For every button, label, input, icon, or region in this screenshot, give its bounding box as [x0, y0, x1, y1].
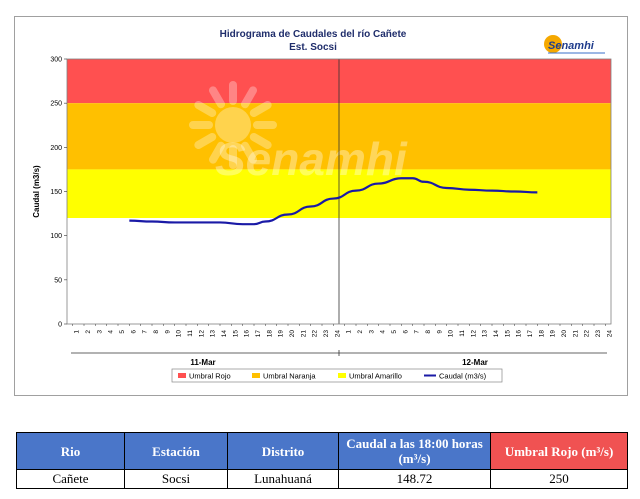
chart-canvas: Hidrograma de Caudales del río Cañete Es… — [32, 29, 613, 383]
x-tick-label: 6 — [402, 330, 409, 334]
station-info-table: Rio Estación Distrito Caudal a las 18:00… — [16, 432, 628, 489]
legend-swatch-2 — [338, 373, 346, 378]
x-tick-label: 6 — [130, 330, 137, 334]
x-tick-label: 21 — [572, 330, 579, 338]
hydrograph-chart: Hidrograma de Caudales del río Cañete Es… — [14, 16, 628, 396]
y-tick-label: 300 — [50, 57, 62, 64]
watermark-ray — [249, 133, 272, 149]
header-estacion: Estación — [124, 432, 228, 470]
x-tick-label: 16 — [516, 330, 523, 338]
y-tick-label: 100 — [50, 233, 62, 240]
x-tick-label: 14 — [493, 330, 500, 338]
x-tick-label: 7 — [414, 330, 421, 334]
x-tick-label: 7 — [142, 330, 149, 334]
x-tick-label: 22 — [584, 330, 591, 338]
legend-swatch-0 — [178, 373, 186, 378]
header-caudal: Caudal a las 18:00 horas (m³/s) — [338, 432, 491, 470]
x-tick-label: 14 — [221, 330, 228, 338]
day-label-0: 11-Mar — [190, 358, 215, 367]
x-tick-label: 22 — [312, 330, 319, 338]
table-header-row: Rio Estación Distrito Caudal a las 18:00… — [16, 432, 628, 470]
x-tick-label: 2 — [85, 330, 92, 334]
x-tick-label: 24 — [334, 330, 341, 338]
watermark-ray — [209, 86, 225, 109]
logo-sun-icon — [544, 35, 562, 53]
x-tick-label: 18 — [266, 330, 273, 338]
watermark-ray — [194, 133, 217, 149]
x-tick-label: 19 — [278, 330, 285, 338]
watermark: Senamhi — [189, 81, 408, 185]
header-rio: Rio — [16, 432, 125, 470]
x-tick-label: 5 — [119, 330, 126, 334]
x-tick-label: 3 — [368, 330, 375, 334]
chart-title: Hidrograma de Caudales del río Cañete — [220, 29, 407, 40]
y-axis-label: Caudal (m3/s) — [32, 165, 41, 218]
y-tick-label: 150 — [50, 189, 62, 196]
x-tick-label: 1 — [74, 330, 81, 334]
x-tick-label: 4 — [108, 330, 115, 334]
x-tick-label: 17 — [527, 330, 534, 338]
header-distrito: Distrito — [227, 432, 339, 470]
x-tick-label: 13 — [210, 330, 217, 338]
header-umbral-rojo: Umbral Rojo (m³/s) — [490, 432, 628, 470]
y-tick-label: 0 — [58, 322, 62, 329]
y-tick-label: 250 — [50, 101, 62, 108]
x-tick-label: 18 — [538, 330, 545, 338]
y-tick-label: 200 — [50, 145, 62, 152]
watermark-text: Senamhi — [215, 133, 408, 185]
x-tick-label: 10 — [176, 330, 183, 338]
legend-box — [171, 368, 503, 383]
x-tick-label: 4 — [380, 330, 387, 334]
x-tick-label: 11 — [187, 330, 194, 337]
chart-subtitle: Est. Socsi — [289, 42, 337, 53]
watermark-ray — [249, 101, 272, 117]
cell-caudal: 148.72 — [338, 469, 491, 489]
x-tick-label: 13 — [482, 330, 489, 338]
legend-label-series: Caudal (m3/s) — [439, 372, 487, 381]
x-tick-label: 12 — [470, 330, 477, 338]
x-tick-label: 1 — [346, 330, 353, 334]
senamhi-logo: Senamhi — [544, 35, 605, 54]
x-tick-label: 19 — [550, 330, 557, 338]
cell-estacion: Socsi — [124, 469, 228, 489]
x-tick-label: 20 — [289, 330, 296, 338]
x-tick-label: 9 — [164, 330, 171, 334]
x-tick-label: 20 — [561, 330, 568, 338]
x-tick-label: 9 — [436, 330, 443, 334]
watermark-ray — [209, 141, 225, 164]
y-tick-label: 50 — [54, 277, 62, 284]
x-tick-label: 5 — [391, 330, 398, 334]
cell-rio: Cañete — [16, 469, 125, 489]
x-tick-label: 15 — [504, 330, 511, 338]
watermark-ray — [241, 141, 257, 164]
x-tick-label: 24 — [606, 330, 613, 338]
x-tick-label: 17 — [255, 330, 262, 338]
x-tick-label: 23 — [595, 330, 602, 338]
legend-label-1: Umbral Naranja — [263, 372, 316, 381]
watermark-sun-icon — [215, 107, 251, 143]
x-tick-label: 2 — [357, 330, 364, 334]
watermark-ray — [194, 101, 217, 117]
x-tick-label: 15 — [232, 330, 239, 338]
x-tick-label: 8 — [153, 330, 160, 334]
legend-label-0: Umbral Rojo — [189, 372, 231, 381]
x-tick-label: 11 — [459, 330, 466, 337]
legend: Umbral Rojo Umbral Naranja Umbral Amarillo… — [171, 368, 503, 383]
day-label-1: 12-Mar — [462, 358, 488, 367]
logo-text: Senamhi — [548, 40, 595, 52]
x-tick-label: 3 — [96, 330, 103, 334]
caudal-series-line — [129, 177, 538, 226]
x-tick-label: 21 — [300, 330, 307, 338]
watermark-ray — [241, 86, 257, 109]
legend-swatch-1 — [252, 373, 260, 378]
x-tick-label: 16 — [244, 330, 251, 338]
cell-distrito: Lunahuaná — [227, 469, 339, 489]
x-tick-label: 12 — [198, 330, 205, 338]
legend-label-2: Umbral Amarillo — [349, 372, 402, 381]
x-tick-label: 23 — [323, 330, 330, 338]
x-tick-label: 10 — [448, 330, 455, 338]
x-tick-label: 8 — [425, 330, 432, 334]
cell-umbral-rojo: 250 — [490, 469, 628, 489]
table-row: Cañete Socsi Lunahuaná 148.72 250 — [16, 469, 628, 489]
